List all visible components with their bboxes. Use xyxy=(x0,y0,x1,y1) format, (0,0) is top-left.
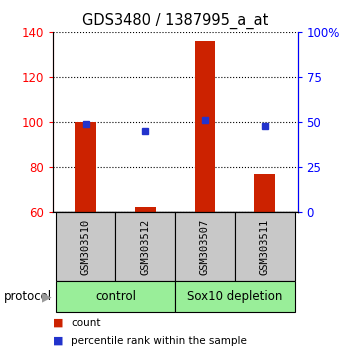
Text: GSM303507: GSM303507 xyxy=(200,219,210,275)
Bar xyxy=(175,212,235,281)
Bar xyxy=(175,281,294,312)
Bar xyxy=(254,174,275,212)
Text: ▶: ▶ xyxy=(41,290,51,303)
Bar xyxy=(115,212,175,281)
Text: GSM303511: GSM303511 xyxy=(260,219,270,275)
Bar xyxy=(135,207,156,212)
Bar xyxy=(235,212,294,281)
Text: count: count xyxy=(71,318,101,328)
Bar xyxy=(75,122,96,212)
Title: GDS3480 / 1387995_a_at: GDS3480 / 1387995_a_at xyxy=(82,13,268,29)
Text: protocol: protocol xyxy=(3,290,52,303)
Text: Sox10 depletion: Sox10 depletion xyxy=(187,290,283,303)
Text: ■: ■ xyxy=(53,318,63,328)
Text: percentile rank within the sample: percentile rank within the sample xyxy=(71,336,247,346)
Text: GSM303512: GSM303512 xyxy=(140,219,150,275)
Bar xyxy=(194,41,216,212)
Text: ■: ■ xyxy=(53,336,63,346)
Text: GSM303510: GSM303510 xyxy=(81,219,90,275)
Text: control: control xyxy=(95,290,136,303)
Bar xyxy=(56,212,115,281)
Bar xyxy=(56,281,175,312)
